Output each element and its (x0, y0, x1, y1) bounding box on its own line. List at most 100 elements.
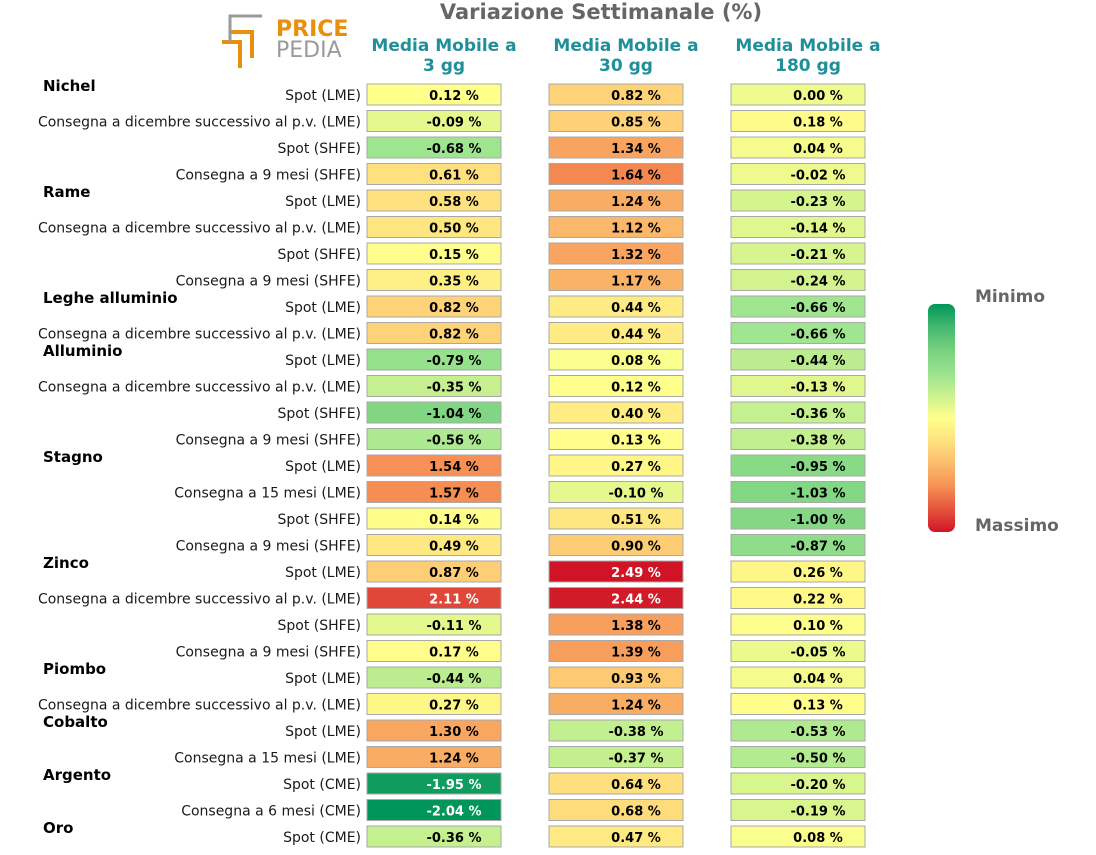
heatmap-cell (366, 83, 502, 106)
cell-value-label: -0.11 % (426, 619, 481, 634)
heatmap-cell (366, 295, 502, 318)
legend-max-label: Massimo (975, 516, 1059, 536)
group-label: Alluminio (43, 342, 122, 360)
cell-value-label: 1.24 % (611, 699, 661, 714)
heatmap-cell (730, 507, 866, 530)
heatmap-cell (730, 375, 866, 397)
heatmap-cell (548, 110, 684, 132)
cell-value-label: 1.24 % (611, 195, 661, 210)
cell-value-label: -0.21 % (790, 248, 845, 263)
cell-value-label: 1.30 % (429, 725, 479, 740)
heatmap-cell (730, 719, 866, 742)
heatmap-cell (548, 772, 684, 795)
cell-value-label: -0.02 % (790, 169, 845, 184)
cell-value-label: 2.44 % (611, 593, 661, 608)
table-row: Spot (CME) -1.95 % 0.64 % -0.20 % (283, 772, 866, 795)
table-row: Spot (SHFE) 0.15 % 1.32 % -0.21 % (277, 242, 866, 265)
cell-value-label: -0.09 % (426, 116, 481, 131)
cell-value-label: 0.15 % (429, 248, 479, 263)
group-label: Leghe alluminio (43, 289, 178, 307)
cell-value-label: -0.36 % (790, 407, 845, 422)
heatmap-cell (366, 481, 502, 503)
cell-value-label: 0.27 % (611, 460, 661, 475)
table-row: Spot (LME) -0.79 % 0.08 % -0.44 % (285, 348, 866, 371)
cell-value-label: 0.14 % (429, 513, 479, 528)
cell-value-label: -0.44 % (426, 672, 481, 687)
heatmap-cell (548, 666, 684, 689)
heatmap-cell (548, 216, 684, 238)
heatmap-cell (730, 136, 866, 159)
heatmap-cell (366, 136, 502, 159)
heatmap-cell (366, 375, 502, 397)
cell-value-label: 0.51 % (611, 513, 661, 528)
cell-value-label: 0.18 % (793, 116, 843, 131)
table-row: Spot (SHFE) -0.11 % 1.38 % 0.10 % (277, 613, 866, 636)
cell-value-label: -0.13 % (790, 381, 845, 396)
group-label: Stagno (43, 448, 103, 466)
heatmap-cell (548, 348, 684, 371)
cell-value-label: -0.95 % (790, 460, 845, 475)
cell-value-label: -0.66 % (790, 301, 845, 316)
color-legend: Minimo Massimo (928, 287, 1059, 536)
cell-value-label: 0.08 % (793, 831, 843, 846)
heatmap-cell (548, 799, 684, 821)
row-label: Spot (LME) (285, 300, 361, 316)
heatmap-cell (548, 83, 684, 106)
heatmap-cell (730, 534, 866, 556)
cell-value-label: 0.82 % (429, 301, 479, 316)
heatmap-cell (366, 401, 502, 424)
logo-pedia-text: PEDIA (276, 38, 342, 63)
heatmap-cell (548, 163, 684, 185)
logo-mark-inner (228, 14, 262, 42)
cell-value-label: 0.68 % (611, 805, 661, 820)
row-label: Spot (LME) (285, 88, 361, 104)
cell-value-label: 0.10 % (793, 619, 843, 634)
table-row: Consegna a dicembre successivo al p.v. (… (38, 587, 866, 609)
logo-mark-mid (230, 30, 254, 58)
column-header-1: Media Mobile a (371, 36, 516, 56)
table-row: Consegna a dicembre successivo al p.v. (… (38, 216, 866, 238)
cell-value-label: 1.34 % (611, 142, 661, 157)
heatmap-cell (366, 163, 502, 185)
heatmap-cell (548, 560, 684, 583)
row-label: Consegna a 9 mesi (SHFE) (176, 645, 361, 661)
table-row: Consegna a dicembre successivo al p.v. (… (38, 693, 866, 715)
cell-value-label: 1.54 % (429, 460, 479, 475)
table-row: Consegna a 9 mesi (SHFE) -0.56 % 0.13 % -0.… (176, 428, 866, 450)
cell-value-label: 0.93 % (611, 672, 661, 687)
cell-value-label: 0.04 % (793, 142, 843, 157)
table-row: Consegna a 9 mesi (SHFE) 0.49 % 0.90 % -0.8… (176, 534, 866, 556)
heatmap-cell (366, 825, 502, 848)
row-label: Spot (SHFE) (277, 618, 361, 634)
heatmap-cell (730, 587, 866, 609)
heatmap-cell (548, 640, 684, 662)
cell-value-label: -0.44 % (790, 354, 845, 369)
column-header-2: Media Mobile a (553, 36, 698, 56)
heatmap-cell (730, 322, 866, 344)
row-label: Consegna a 9 mesi (SHFE) (176, 433, 361, 449)
row-label: Consegna a dicembre successivo al p.v. (… (38, 698, 361, 714)
heatmap-cell (548, 825, 684, 848)
chart-title: Variazione Settimanale (%) (440, 0, 762, 24)
row-label: Spot (LME) (285, 459, 361, 475)
cell-value-label: -0.38 % (608, 725, 663, 740)
cell-value-label: 1.64 % (611, 169, 661, 184)
heatmap-cell (366, 666, 502, 689)
heatmap-cell (548, 401, 684, 424)
heatmap-cell (366, 587, 502, 609)
heatmap-cell (366, 110, 502, 132)
heatmap-cell (548, 189, 684, 212)
row-label: Spot (SHFE) (277, 512, 361, 528)
table-row: Spot (CME) -0.36 % 0.47 % 0.08 % (283, 825, 866, 848)
heatmap-cell (548, 322, 684, 344)
heatmap-cell (366, 348, 502, 371)
heatmap-cell (548, 481, 684, 503)
heatmap-cell (548, 507, 684, 530)
group-label: Piombo (43, 660, 106, 678)
cell-value-label: -0.19 % (790, 805, 845, 820)
cell-value-label: 0.27 % (429, 699, 479, 714)
row-label: Spot (LME) (285, 194, 361, 210)
heatmap-cell (548, 587, 684, 609)
cell-value-label: -0.35 % (426, 381, 481, 396)
cell-value-label: -0.66 % (790, 328, 845, 343)
